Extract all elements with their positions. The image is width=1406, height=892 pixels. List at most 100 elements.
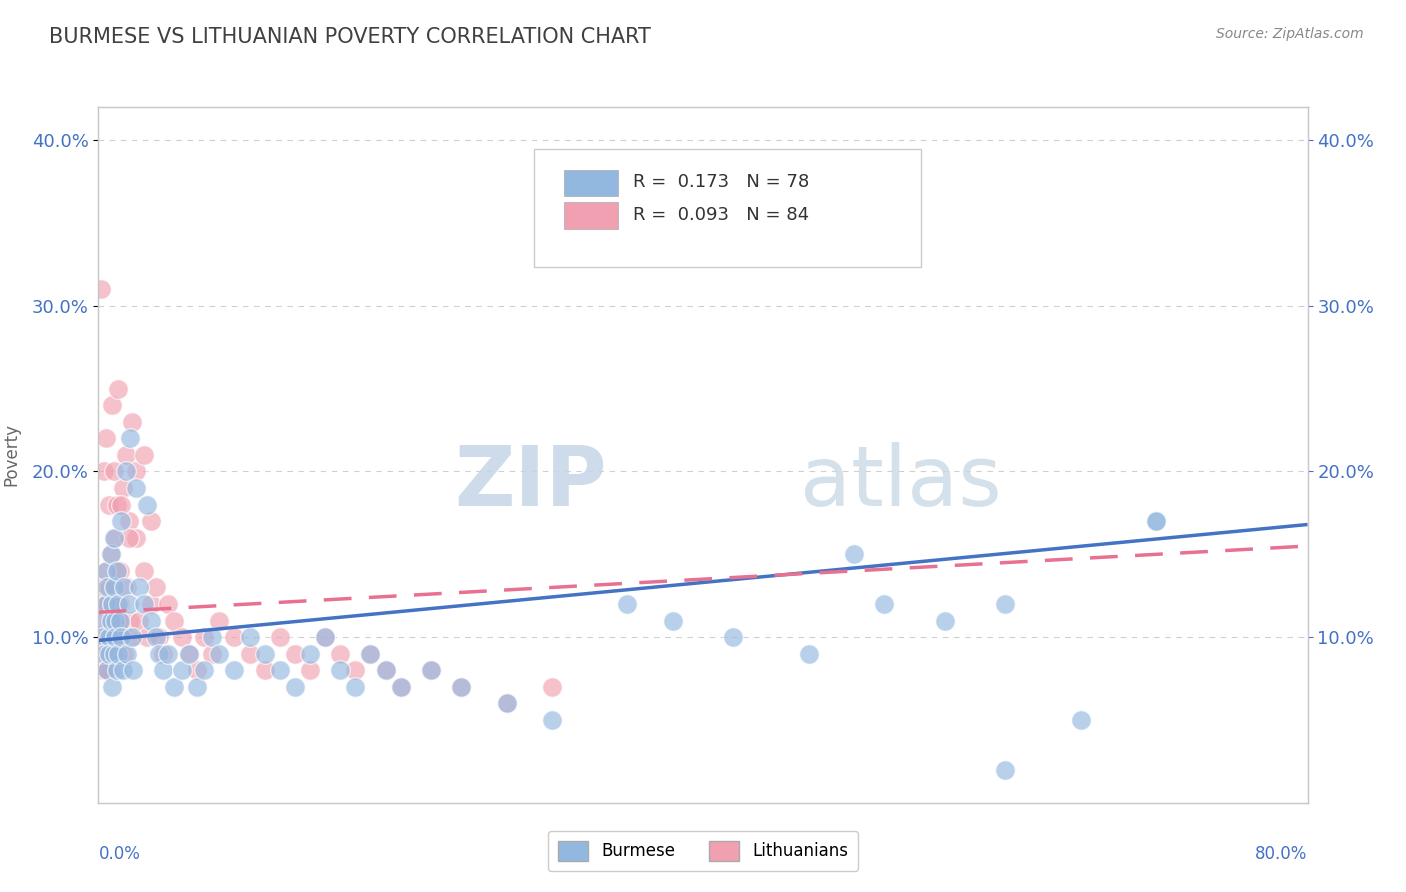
Point [107, 647, 129, 661]
Point [93, 647, 115, 661]
Point [1144, 514, 1167, 528]
Point [450, 680, 472, 694]
Point [90, 614, 112, 628]
Point [284, 680, 307, 694]
Point [193, 663, 215, 677]
Point [110, 614, 132, 628]
Point [208, 614, 231, 628]
Point [115, 581, 138, 595]
Point [118, 597, 141, 611]
Point [93, 647, 115, 661]
Point [103, 581, 125, 595]
Point [91, 581, 114, 595]
Bar [564, 202, 619, 228]
Point [101, 597, 124, 611]
Point [193, 630, 215, 644]
Point [94, 597, 117, 611]
Point [145, 581, 167, 595]
Point [125, 531, 148, 545]
Point [100, 547, 122, 561]
Point [170, 630, 193, 644]
Point [239, 630, 262, 644]
Point [495, 697, 517, 711]
Point [201, 647, 224, 661]
Text: atlas: atlas [800, 442, 1001, 524]
Point [170, 663, 193, 677]
Point [94, 431, 117, 445]
Point [121, 630, 143, 644]
Point [111, 481, 134, 495]
Point [540, 713, 562, 727]
Point [299, 647, 322, 661]
Point [108, 614, 131, 628]
Point [101, 597, 124, 611]
Point [105, 663, 128, 677]
Point [120, 614, 142, 628]
Point [360, 647, 382, 661]
Point [104, 531, 127, 545]
Point [100, 547, 122, 561]
Text: BURMESE VS LITHUANIAN POVERTY CORRELATION CHART: BURMESE VS LITHUANIAN POVERTY CORRELATIO… [49, 27, 651, 46]
Point [107, 647, 129, 661]
Text: ZIP: ZIP [454, 442, 606, 524]
Point [420, 663, 443, 677]
Point [104, 597, 127, 611]
Point [105, 564, 128, 578]
Point [661, 614, 683, 628]
Point [389, 680, 412, 694]
Point [90, 597, 112, 611]
Point [96, 581, 118, 595]
Text: R =  0.173   N = 78: R = 0.173 N = 78 [633, 173, 808, 191]
Point [91, 663, 114, 677]
Point [797, 647, 820, 661]
Point [94, 564, 117, 578]
Point [105, 614, 128, 628]
Text: 80.0%: 80.0% [1256, 845, 1308, 863]
Point [98, 614, 121, 628]
Point [145, 630, 167, 644]
FancyBboxPatch shape [534, 149, 921, 267]
Point [141, 614, 163, 628]
Point [186, 680, 208, 694]
Point [132, 597, 155, 611]
Point [114, 448, 136, 462]
Point [450, 680, 472, 694]
Point [179, 647, 201, 661]
Point [374, 663, 396, 677]
Point [98, 581, 121, 595]
Point [101, 398, 124, 412]
Point [110, 630, 132, 644]
Point [105, 630, 128, 644]
Point [723, 630, 745, 644]
Legend: Burmese, Lithuanians: Burmese, Lithuanians [548, 830, 858, 871]
Point [284, 647, 307, 661]
Point [314, 630, 336, 644]
Point [374, 663, 396, 677]
Point [1144, 514, 1167, 528]
Point [360, 647, 382, 661]
Point [125, 481, 148, 495]
Point [103, 647, 125, 661]
Point [148, 630, 170, 644]
Point [934, 614, 956, 628]
Point [208, 647, 231, 661]
Point [98, 498, 121, 512]
Point [163, 614, 186, 628]
Point [616, 597, 638, 611]
Point [495, 697, 517, 711]
Point [141, 514, 163, 528]
Point [152, 647, 174, 661]
Point [616, 166, 638, 180]
Point [108, 564, 131, 578]
Point [128, 614, 150, 628]
Point [269, 663, 291, 677]
Point [125, 465, 148, 479]
Point [344, 680, 367, 694]
Point [135, 498, 157, 512]
Text: Source: ZipAtlas.com: Source: ZipAtlas.com [1216, 27, 1364, 41]
Point [101, 680, 124, 694]
Point [994, 763, 1017, 777]
Point [103, 647, 125, 661]
Point [844, 547, 866, 561]
Point [389, 680, 412, 694]
